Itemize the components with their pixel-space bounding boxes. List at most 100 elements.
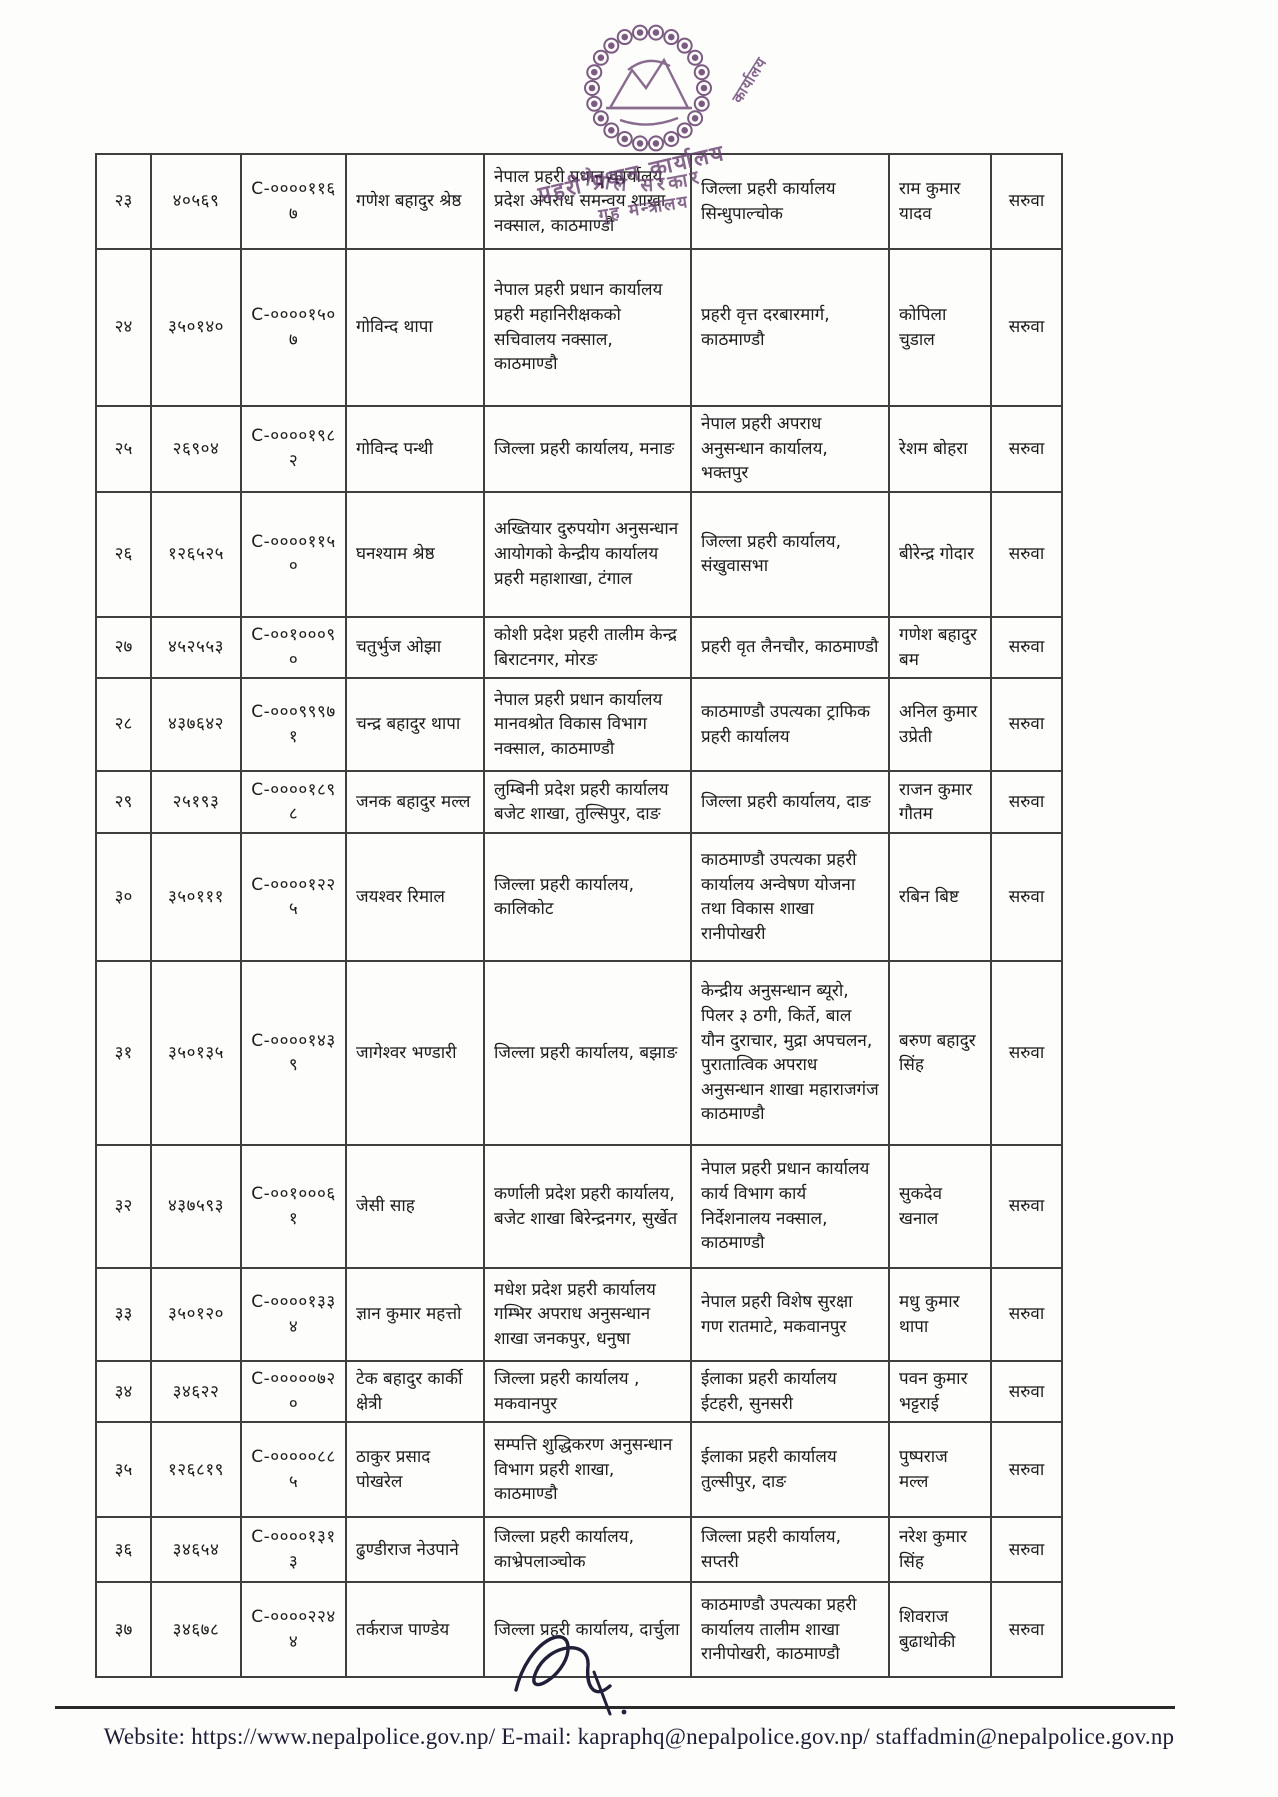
from-office-cell: जिल्ला प्रहरी कार्यालय, मनाङ (483, 405, 692, 493)
from-office-cell: कर्णाली प्रदेश प्रहरी कार्यालय, बजेट शाख… (483, 1144, 692, 1270)
name-cell: टेक बहादुर कार्की क्षेत्री (345, 1360, 485, 1424)
cid-cell: C-००००१२२५ (240, 832, 347, 963)
serial-cell: २३ (95, 153, 152, 250)
regno-cell: २५१९३ (150, 770, 242, 835)
serial-cell: २६ (95, 490, 152, 618)
to-office-cell: प्रहरी वृत लैनचौर, काठमाण्डौ (690, 615, 890, 680)
cid-cell: C-००००२२४४ (240, 1581, 347, 1679)
table-row: ३२ ४३७५९३ C-००१०००६१ जेसी साह कर्णाली प्रदेश… (95, 1144, 1063, 1270)
from-office-cell: लुम्बिनी प्रदेश प्रहरी कार्यालय बजेट शाख… (483, 770, 692, 835)
remark-cell: सरुवा (990, 248, 1063, 407)
table-row: २९ २५१९३ C-००००१८९८ जनक बहादुर मल्ल लुम्बिनी… (95, 770, 1063, 835)
person-cell: मधु कुमार थापा (888, 1267, 992, 1363)
remark-cell: सरुवा (990, 405, 1063, 493)
to-office-cell: जिल्ला प्रहरी कार्यालय, दाङ (690, 770, 890, 835)
to-office-cell: नेपाल प्रहरी विशेष सुरक्षा गण रातमाटे, म… (690, 1267, 890, 1363)
cid-cell: C-००१०००६१ (240, 1144, 347, 1270)
remark-cell: सरुवा (990, 960, 1063, 1147)
remark-cell: सरुवा (990, 1360, 1063, 1424)
regno-cell: १२६८१९ (150, 1421, 242, 1519)
from-office-cell: नेपाल प्रहरी प्रधान कार्यालय मानवश्रोत व… (483, 677, 692, 773)
to-office-cell: काठमाण्डौ उपत्यका प्रहरी कार्यालय अन्वेष… (690, 832, 890, 963)
person-cell: शिवराज बुढाथोकी (888, 1581, 992, 1679)
person-cell: रबिन बिष्ट (888, 832, 992, 963)
serial-cell: २७ (95, 615, 152, 680)
remark-cell: सरुवा (990, 1267, 1063, 1363)
from-office-cell: सम्पत्ति शुद्धिकरण अनुसन्धान विभाग प्रहर… (483, 1421, 692, 1519)
regno-cell: ३५०१३५ (150, 960, 242, 1147)
person-cell: राम कुमार यादव (888, 153, 992, 250)
regno-cell: ३५०१४० (150, 248, 242, 407)
cid-cell: C-००००१३१३ (240, 1516, 347, 1584)
table-row: २५ २६९०४ C-००००१९८२ गोविन्द पन्थी जिल्ला प्र… (95, 405, 1063, 493)
cid-cell: C-०००९९९७१ (240, 677, 347, 773)
cid-cell: C-००००१४३९ (240, 960, 347, 1147)
person-cell: सुकदेव खनाल (888, 1144, 992, 1270)
person-cell: पवन कुमार भट्टराई (888, 1360, 992, 1424)
name-cell: ढुण्डीराज नेउपाने (345, 1516, 485, 1584)
name-cell: जागेश्वर भण्डारी (345, 960, 485, 1147)
cid-cell: C-००००१८९८ (240, 770, 347, 835)
from-office-cell: जिल्ला प्रहरी कार्यालय , मकवानपुर (483, 1360, 692, 1424)
table-row: ३५ १२६८१९ C-०००००८८५ ठाकुर प्रसाद पोखरेल सम्… (95, 1421, 1063, 1519)
footer-divider (55, 1706, 1175, 1709)
remark-cell: सरुवा (990, 1581, 1063, 1679)
to-office-cell: नेपाल प्रहरी प्रधान कार्यालय कार्य विभाग… (690, 1144, 890, 1270)
person-cell: राजन कुमार गौतम (888, 770, 992, 835)
regno-cell: ३४६२२ (150, 1360, 242, 1424)
cid-cell: C-००००१५०७ (240, 248, 347, 407)
from-office-cell: कोशी प्रदेश प्रहरी तालीम केन्द्र बिराटनग… (483, 615, 692, 680)
name-cell: गणेश बहादुर श्रेष्ठ (345, 153, 485, 250)
to-office-cell: काठमाण्डौ उपत्यका ट्राफिक प्रहरी कार्याल… (690, 677, 890, 773)
table-row: २३ ४०५६९ C-००००११६७ गणेश बहादुर श्रेष्ठ नेपा… (95, 153, 1063, 250)
footer-contact-text: Website: https://www.nepalpolice.gov.np/… (103, 1724, 1175, 1749)
to-office-cell: प्रहरी वृत्त दरबारमार्ग, काठमाण्डौ (690, 248, 890, 407)
table-row: ३६ ३४६५४ C-००००१३१३ ढुण्डीराज नेउपाने जिल्ला… (95, 1516, 1063, 1584)
name-cell: ठाकुर प्रसाद पोखरेल (345, 1421, 485, 1519)
serial-cell: २९ (95, 770, 152, 835)
table-row: ३७ ३४६७८ C-००००२२४४ तर्कराज पाण्डेय जिल्ला प… (95, 1581, 1063, 1679)
person-cell: पुष्पराज मल्ल (888, 1421, 992, 1519)
from-office-cell: अख्तियार दुरुपयोग अनुसन्धान आयोगको केन्द… (483, 490, 692, 618)
name-cell: घनश्याम श्रेष्ठ (345, 490, 485, 618)
to-office-cell: केन्द्रीय अनुसन्धान ब्यूरो, पिलर ३ ठगी, … (690, 960, 890, 1147)
regno-cell: ४३७५९३ (150, 1144, 242, 1270)
person-cell: बीरेन्द्र गोदार (888, 490, 992, 618)
stamp-office-fragment-text: कार्यालय (728, 53, 771, 107)
regno-cell: ४३७६४२ (150, 677, 242, 773)
serial-cell: ३३ (95, 1267, 152, 1363)
serial-cell: ३४ (95, 1360, 152, 1424)
person-cell: गणेश बहादुर बम (888, 615, 992, 680)
person-cell: अनिल कुमार उप्रेती (888, 677, 992, 773)
name-cell: जेसी साह (345, 1144, 485, 1270)
serial-cell: ३५ (95, 1421, 152, 1519)
cid-cell: C-००००१९८२ (240, 405, 347, 493)
cid-cell: C-००००११५० (240, 490, 347, 618)
remark-cell: सरुवा (990, 1144, 1063, 1270)
name-cell: चतुर्भुज ओझा (345, 615, 485, 680)
name-cell: गोविन्द पन्थी (345, 405, 485, 493)
name-cell: चन्द्र बहादुर थापा (345, 677, 485, 773)
regno-cell: ३४६५४ (150, 1516, 242, 1584)
cid-cell: C-००००१३३४ (240, 1267, 347, 1363)
table-row: २८ ४३७६४२ C-०००९९९७१ चन्द्र बहादुर थापा नेपा… (95, 677, 1063, 773)
regno-cell: ३४६७८ (150, 1581, 242, 1679)
remark-cell: सरुवा (990, 1516, 1063, 1584)
serial-cell: ३० (95, 832, 152, 963)
to-office-cell: ईलाका प्रहरी कार्यालय ईटहरी, सुनसरी (690, 1360, 890, 1424)
serial-cell: ३२ (95, 1144, 152, 1270)
regno-cell: १२६५२५ (150, 490, 242, 618)
name-cell: गोविन्द थापा (345, 248, 485, 407)
to-office-cell: ईलाका प्रहरी कार्यालय तुल्सीपुर, दाङ (690, 1421, 890, 1519)
remark-cell: सरुवा (990, 677, 1063, 773)
to-office-cell: काठमाण्डौ उपत्यका प्रहरी कार्यालय तालीम … (690, 1581, 890, 1679)
remark-cell: सरुवा (990, 832, 1063, 963)
regno-cell: ४०५६९ (150, 153, 242, 250)
name-cell: तर्कराज पाण्डेय (345, 1581, 485, 1679)
serial-cell: ३६ (95, 1516, 152, 1584)
police-transfer-table: २३ ४०५६९ C-००००११६७ गणेश बहादुर श्रेष्ठ नेपा… (95, 153, 1063, 1679)
serial-cell: २४ (95, 248, 152, 407)
from-office-cell: नेपाल प्रहरी प्रधान कार्यालय प्रदेश अपरा… (483, 153, 692, 250)
person-cell: नरेश कुमार सिंह (888, 1516, 992, 1584)
